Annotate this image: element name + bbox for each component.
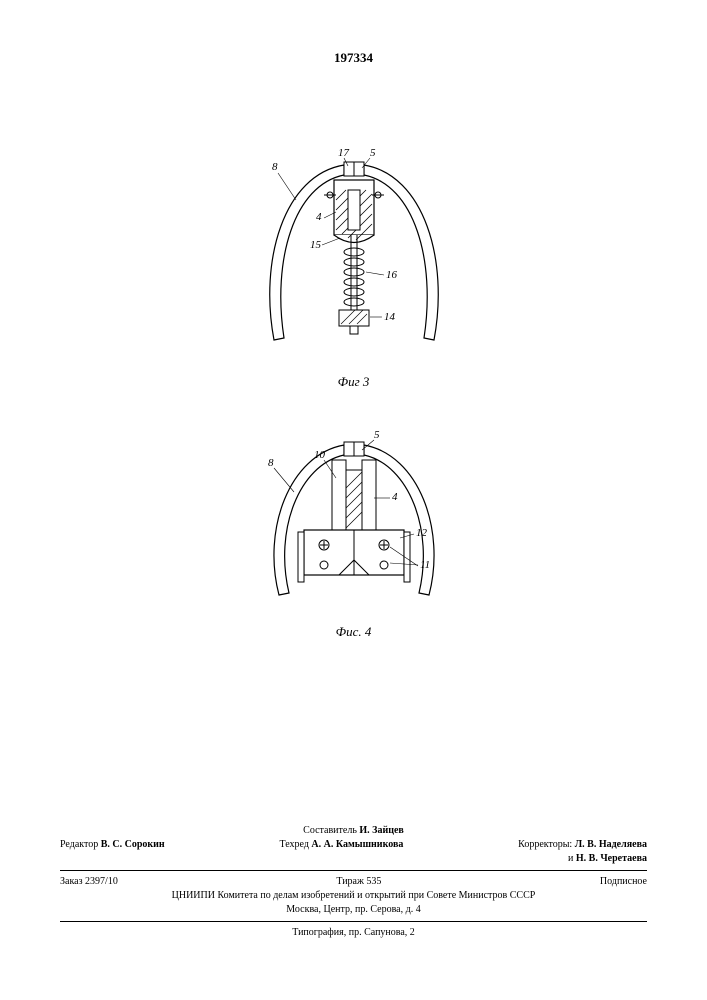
page-number: 197334	[0, 50, 707, 66]
figure-4-block: 8 10 5 4 12 11 Фис. 4	[0, 420, 707, 640]
figure-4-svg: 8 10 5 4 12 11	[244, 420, 464, 620]
fig3-label-16: 16	[386, 269, 398, 281]
fig3-label-17: 17	[338, 147, 350, 159]
figure-4-caption: Фис. 4	[0, 624, 707, 640]
fig4-label-5: 5	[374, 429, 380, 441]
figure-3-block: 8 17 5 4 15 16 14 Фиг 3	[0, 140, 707, 390]
fig4-label-10: 10	[314, 449, 326, 461]
tirage-label: Тираж	[336, 876, 364, 887]
fig4-label-4: 4	[392, 491, 398, 503]
fig4-label-8: 8	[268, 457, 274, 469]
colophon: Составитель И. Зайцев Редактор В. С. Сор…	[60, 824, 647, 940]
corrector-and: и	[568, 853, 573, 864]
techred-name: А. А. Камышникова	[311, 839, 403, 850]
figure-3-caption: Фиг 3	[0, 374, 707, 390]
compiler-name: И. Зайцев	[359, 825, 403, 836]
corrector1-name: Л. В. Наделяева	[575, 839, 647, 850]
editor-label: Редактор	[60, 839, 98, 850]
org-line: ЦНИИПИ Комитета по делам изобретений и о…	[60, 889, 647, 903]
fig3-label-5: 5	[370, 147, 376, 159]
compiler-label: Составитель	[303, 825, 357, 836]
fig3-label-15: 15	[310, 239, 322, 251]
tirage-number: 535	[366, 876, 381, 887]
org-address: Москва, Центр, пр. Серова, д. 4	[60, 903, 647, 917]
fig3-label-4: 4	[316, 211, 322, 223]
subscription: Подписное	[600, 875, 647, 889]
typography-line: Типография, пр. Сапунова, 2	[60, 926, 647, 940]
editor-name: В. С. Сорокин	[101, 839, 165, 850]
fig3-label-8: 8	[272, 161, 278, 173]
fig3-label-14: 14	[384, 311, 396, 323]
corrector2-name: Н. В. Черетаева	[576, 853, 647, 864]
correctors-label: Корректоры:	[518, 839, 572, 850]
figure-3-svg: 8 17 5 4 15 16 14	[244, 140, 464, 370]
fig4-label-11: 11	[420, 559, 430, 571]
fig4-label-12: 12	[416, 527, 428, 539]
order-label: Заказ	[60, 876, 83, 887]
order-number: 2397/10	[85, 876, 118, 887]
techred-label: Техред	[279, 839, 308, 850]
